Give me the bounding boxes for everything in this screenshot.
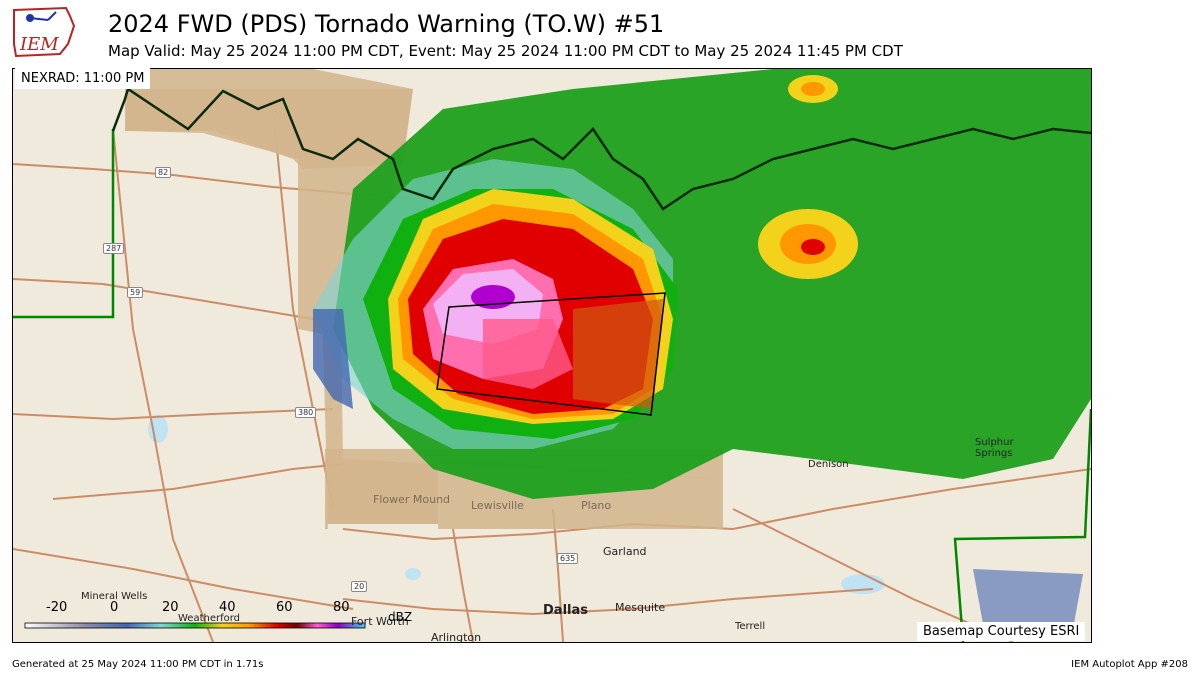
page-title: 2024 FWD (PDS) Tornado Warning (TO.W) #5… bbox=[108, 10, 665, 38]
city-denison: Denison bbox=[808, 459, 849, 470]
map-canvas bbox=[13, 69, 1091, 642]
highway-shield: 635 bbox=[557, 553, 579, 564]
colorbar-tick: 40 bbox=[219, 600, 236, 615]
colorbar-tick: 80 bbox=[333, 600, 350, 615]
highway-shield: 82 bbox=[155, 167, 172, 178]
city-dallas: Dallas bbox=[543, 603, 588, 618]
colorbar-tick: 0 bbox=[110, 600, 119, 615]
page-subtitle: Map Valid: May 25 2024 11:00 PM CDT, Eve… bbox=[108, 42, 903, 60]
colorbar-unit: dBZ bbox=[388, 610, 413, 624]
city-fort-worth: Fort Worth bbox=[351, 615, 409, 628]
city-terrell: Terrell bbox=[735, 621, 766, 632]
city-garland: Garland bbox=[603, 545, 647, 558]
basemap-credit: Basemap Courtesy ESRI bbox=[917, 622, 1086, 641]
colorbar-tick: 20 bbox=[162, 600, 179, 615]
generated-timestamp: Generated at 25 May 2024 11:00 PM CDT in… bbox=[12, 659, 264, 670]
city-weatherford: Weatherford bbox=[178, 613, 241, 624]
city-mesquite: Mesquite bbox=[615, 601, 666, 614]
colorbar-tick: -20 bbox=[46, 600, 68, 615]
city-plano: Plano bbox=[581, 499, 612, 512]
svg-text:IEM: IEM bbox=[19, 34, 59, 55]
highway-shield: 380 bbox=[295, 407, 317, 418]
iem-logo: IEM bbox=[13, 6, 76, 58]
nexrad-time-label: NEXRAD: 11:00 PM bbox=[15, 68, 151, 89]
highway-shield: 287 bbox=[103, 243, 125, 254]
city-sulphur-springs: Sulphur Springs bbox=[975, 437, 1014, 459]
app-id: IEM Autoplot App #208 bbox=[1071, 659, 1188, 670]
city-mineral-wells: Mineral Wells bbox=[81, 591, 148, 602]
highway-shield: 20 bbox=[351, 581, 368, 592]
highway-shield: 59 bbox=[127, 287, 144, 298]
city-lewisville: Lewisville bbox=[471, 499, 524, 512]
colorbar bbox=[24, 622, 366, 629]
city-flower-mound: Flower Mound bbox=[373, 493, 451, 506]
city-arlington: Arlington bbox=[431, 631, 482, 643]
map-panel[interactable]: Flower Mound Lewisville Plano Garland Da… bbox=[12, 68, 1092, 643]
colorbar-tick: 60 bbox=[276, 600, 293, 615]
